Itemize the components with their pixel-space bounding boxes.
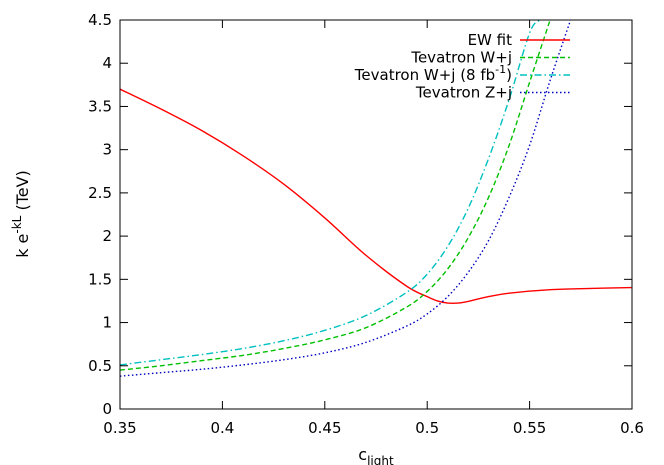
x-tick-label: 0.5 xyxy=(415,419,439,437)
x-tick-label: 0.55 xyxy=(513,419,546,437)
x-tick-label: 0.45 xyxy=(308,419,341,437)
y-tick-label: 0 xyxy=(102,400,112,418)
legend-label-2: Tevatron W+j xyxy=(410,49,512,67)
x-axis-label-main: c xyxy=(358,445,367,464)
x-axis: 0.35 0.4 0.45 0.5 0.55 0.6 xyxy=(103,20,644,437)
legend-label-4: Tevatron Z+j xyxy=(415,84,512,102)
y-tick-label: 4.5 xyxy=(88,11,112,29)
y-tick-label: 3 xyxy=(102,141,112,159)
y-axis-label-superscript: -kL xyxy=(10,215,24,233)
plot-frame xyxy=(119,19,633,410)
series-line-4 xyxy=(120,20,572,377)
series-line-1 xyxy=(120,88,632,305)
x-tick-label: 0.4 xyxy=(210,419,234,437)
y-tick-label: 1.5 xyxy=(88,270,112,288)
legend-label-1: EW fit xyxy=(468,31,513,49)
x-axis-label-subscript: light xyxy=(367,454,394,465)
y-tick-label: 0.5 xyxy=(88,357,112,375)
legend-label-3: Tevatron W+j (8 fb-1) xyxy=(354,63,512,84)
x-tick-label: 0.6 xyxy=(620,419,644,437)
y-axis-label-suffix: (TeV) xyxy=(13,170,32,215)
y-tick-label: 2 xyxy=(102,227,112,245)
y-tick-label: 3.5 xyxy=(88,97,112,115)
y-axis-label: k e-kL (TeV) xyxy=(10,170,32,258)
series-line-3 xyxy=(120,20,541,366)
x-axis-label: clight xyxy=(358,445,394,465)
y-axis: 0 0.5 1 1.5 2 2.5 3 3.5 4 4.5 xyxy=(88,11,632,418)
y-axis-label-main: k e xyxy=(13,234,32,258)
y-tick-label: 2.5 xyxy=(88,184,112,202)
x-tick-label: 0.35 xyxy=(103,419,136,437)
series-line-2 xyxy=(120,20,551,371)
y-tick-label: 1 xyxy=(102,314,112,332)
y-tick-label: 4 xyxy=(102,54,112,72)
plot-curves xyxy=(120,20,632,377)
